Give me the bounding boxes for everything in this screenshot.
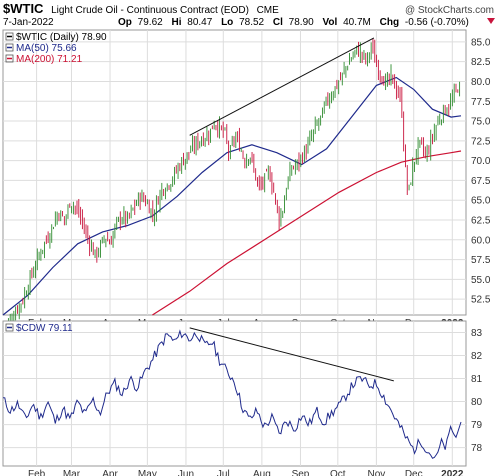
cdw-x-axis: Feb Mar Apr May Jun Jul Aug Sep Oct Nov Dec 2022	[28, 469, 464, 476]
legend-swatch	[5, 54, 14, 63]
open-label: Op	[118, 17, 132, 28]
ma200-line	[152, 150, 462, 316]
price-y-tick-label: 62.5	[471, 216, 491, 227]
cdw-x-tick-label: Dec	[405, 469, 423, 476]
cdw-trendline	[189, 327, 394, 382]
ma200-layer	[152, 150, 462, 316]
cdw-trendline-layer	[189, 327, 394, 382]
legend-swatch	[5, 32, 14, 41]
volume-label: Vol	[322, 17, 337, 28]
watermark: @ StockCharts.com	[405, 5, 494, 16]
price-y-tick-label: 55.0	[471, 275, 491, 286]
low-value: 78.52	[239, 17, 264, 28]
price-grid	[3, 30, 466, 315]
ma50-line	[2, 76, 462, 316]
price-panel-frame	[2, 29, 467, 316]
volume-value: 40.7M	[343, 17, 371, 28]
price-y-tick-label: 85.0	[471, 37, 491, 48]
cdw-x-tick-label: Nov	[367, 469, 385, 476]
legend-entry: MA(50) 75.66	[16, 43, 77, 54]
low-label: Lo	[221, 17, 233, 28]
cdw-x-tick-label: 2022	[441, 469, 464, 476]
cdw-y-tick-label: 78	[471, 443, 483, 454]
quote-line: 7-Jan-2022 Op 79.62 Hi 80.47 Lo 78.52 Cl…	[3, 17, 469, 28]
symbol: $WTIC	[3, 1, 44, 16]
cdw-y-tick-label: 80	[471, 397, 483, 408]
price-y-tick-label: 80.0	[471, 77, 491, 88]
price-y-tick-label: 82.5	[471, 57, 491, 68]
close-label: Cl	[273, 17, 283, 28]
cdw-x-tick-label: Mar	[63, 469, 81, 476]
price-panel: 52.5 55.0 57.5 60.0 62.5 65.0 67.5 70.0 72.5 75.0…	[2, 29, 491, 342]
change-label: Chg	[380, 17, 399, 28]
price-trendline	[189, 37, 375, 136]
cdw-legend: $CDW 79.11	[5, 323, 73, 334]
legend-entry: $WTIC (Daily) 78.90	[16, 32, 107, 43]
cdw-x-tick-label: Feb	[28, 469, 46, 476]
price-y-tick-label: 57.5	[471, 255, 491, 266]
price-bars	[2, 38, 461, 342]
price-y-tick-label: 67.5	[471, 176, 491, 187]
price-y-axis: 52.5 55.0 57.5 60.0 62.5 65.0 67.5 70.0 72.5 75.0…	[471, 37, 491, 305]
cdw-line-layer	[2, 329, 462, 459]
change-value: -0.56 (-0.70%)	[405, 17, 469, 28]
quote-date: 7-Jan-2022	[3, 17, 54, 28]
cdw-panel: 78 79 80 81 82 83 Feb Mar Apr May Jun Jul Aug Sep Oct…	[2, 320, 483, 476]
cdw-x-tick-label: Aug	[253, 469, 271, 476]
cdw-grid	[3, 321, 466, 466]
price-y-tick-label: 70.0	[471, 156, 491, 167]
price-y-tick-label: 72.5	[471, 136, 491, 147]
price-y-tick-label: 75.0	[471, 117, 491, 128]
cdw-x-tick-label: Apr	[102, 469, 118, 476]
cdw-y-tick-label: 83	[471, 328, 483, 339]
cdw-x-tick-label: Jun	[178, 469, 194, 476]
price-y-tick-label: 60.0	[471, 235, 491, 246]
open-value: 79.62	[138, 17, 163, 28]
high-value: 80.47	[187, 17, 212, 28]
cdw-x-tick-label: Oct	[330, 469, 346, 476]
cdw-y-tick-label: 81	[471, 374, 483, 385]
cdw-x-tick-label: Jul	[217, 469, 230, 476]
cdw-x-tick-label: Sep	[292, 469, 310, 476]
high-label: Hi	[171, 17, 181, 28]
ma50-layer	[2, 76, 462, 316]
legend-entry: MA(200) 71.21	[16, 54, 83, 65]
cdw-x-tick-label: May	[138, 469, 157, 476]
price-y-tick-label: 65.0	[471, 196, 491, 207]
price-y-tick-label: 77.5	[471, 97, 491, 108]
chart-title: $WTIC Light Crude Oil - Continuous Contr…	[3, 1, 279, 16]
instrument-name: Light Crude Oil - Continuous Contract (E…	[51, 5, 249, 16]
cdw-y-axis: 78 79 80 81 82 83	[471, 328, 483, 454]
cdw-panel-frame	[2, 320, 467, 467]
legend-entry: $CDW 79.11	[16, 323, 73, 334]
legend-swatch	[5, 323, 14, 332]
cdw-y-tick-label: 79	[471, 420, 483, 431]
down-arrow-icon	[487, 18, 495, 24]
exchange: CME	[257, 5, 280, 16]
cdw-line	[2, 329, 462, 459]
price-trendline-layer	[189, 37, 375, 136]
close-value: 78.90	[289, 17, 314, 28]
cdw-y-tick-label: 82	[471, 351, 483, 362]
price-y-tick-label: 52.5	[471, 295, 491, 306]
legend-swatch	[5, 43, 14, 52]
